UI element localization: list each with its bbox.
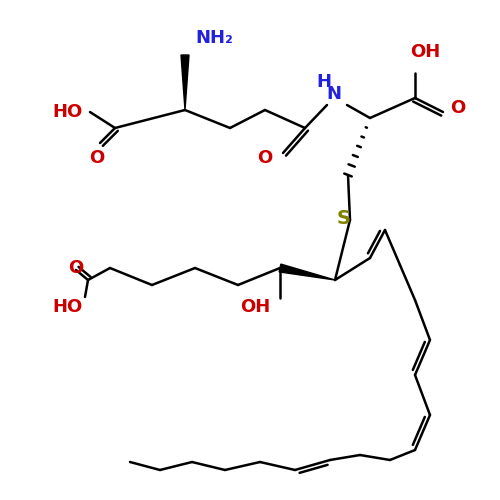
- Text: HO: HO: [52, 298, 82, 316]
- Text: NH₂: NH₂: [195, 29, 233, 47]
- Text: H: H: [316, 73, 331, 91]
- Text: N: N: [326, 85, 341, 103]
- Text: O: O: [258, 149, 272, 167]
- Polygon shape: [181, 55, 189, 110]
- Polygon shape: [279, 264, 335, 280]
- Text: S: S: [337, 208, 351, 228]
- Text: O: O: [68, 259, 83, 277]
- Text: O: O: [450, 99, 465, 117]
- Text: OH: OH: [410, 43, 440, 61]
- Text: HO: HO: [52, 103, 82, 121]
- Text: O: O: [90, 149, 104, 167]
- Text: OH: OH: [240, 298, 270, 316]
